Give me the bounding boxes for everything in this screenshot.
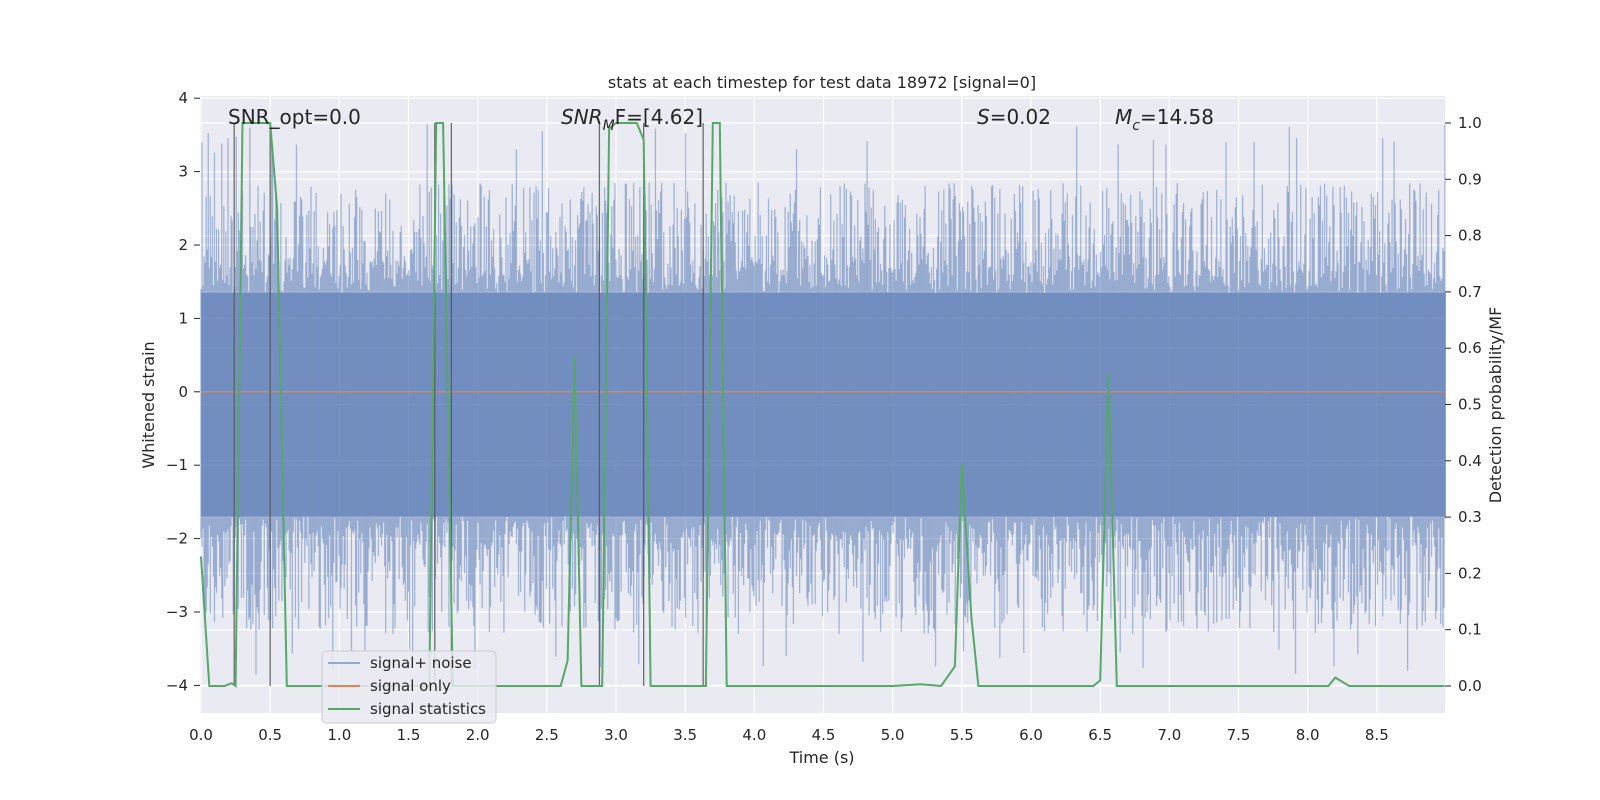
x-tick-label: 6.5	[1088, 726, 1112, 744]
legend-label-noise: signal+ noise	[370, 654, 472, 672]
x-tick-label: 8.0	[1296, 726, 1320, 744]
y2-tick-label: 0.9	[1458, 170, 1482, 188]
x-tick-label: 3.5	[673, 726, 697, 744]
s-symbol: S	[977, 105, 990, 129]
x-tick-label: 2.5	[535, 726, 559, 744]
s-value: =0.02	[990, 105, 1051, 129]
y-tick-label: 3	[178, 163, 188, 181]
y2-axis-ticks: 1.0 0.9 0.8 0.7 0.6 0.5 0.4 0.3 0.2 0.1 0.0	[1445, 114, 1482, 695]
y2-tick-label: 1.0	[1458, 114, 1482, 132]
x-axis-label: Time (s)	[788, 748, 854, 767]
annotation-s: S=0.02	[977, 105, 1051, 129]
y-tick-label: 1	[178, 309, 188, 327]
x-tick-label: 0.0	[189, 726, 213, 744]
x-tick-label: 1.5	[397, 726, 421, 744]
x-tick-label: 0.5	[258, 726, 282, 744]
y2-axis-label: Detection probability/MF	[1486, 307, 1505, 504]
snr-mf-subscript: M	[603, 118, 615, 134]
mc-subscript: c	[1132, 118, 1140, 134]
chart-title: stats at each timestep for test data 189…	[608, 73, 1036, 92]
x-tick-label: 5.0	[881, 726, 905, 744]
mc-symbol: M	[1115, 105, 1132, 129]
y2-tick-label: 0.4	[1458, 452, 1482, 470]
annotation-snr-opt: SNR_opt=0.0	[228, 105, 361, 129]
y2-tick-label: 0.2	[1458, 564, 1482, 582]
y-tick-label: −4	[166, 676, 188, 694]
legend-box	[321, 650, 497, 724]
y2-tick-label: 0.0	[1458, 677, 1482, 695]
y-axis-ticks: 4 3 2 1 0 −1 −2 −3 −4	[166, 89, 200, 694]
x-tick-label: 8.5	[1365, 726, 1389, 744]
noise-envelope	[201, 292, 1446, 517]
y-tick-label: −3	[166, 603, 188, 621]
annotation-mc: Mc=14.58	[1115, 105, 1214, 134]
annotation-snr-mf: SNRMF=[4.62]	[561, 105, 703, 134]
legend: signal+ noise signal only signal statist…	[321, 650, 497, 724]
x-tick-label: 1.0	[327, 726, 351, 744]
y2-tick-label: 0.5	[1458, 396, 1482, 414]
y2-tick-label: 0.7	[1458, 283, 1482, 301]
x-axis-ticks: 0.0 0.5 1.0 1.5 2.0 2.5 3.0 3.5 4.0 4.5 5.0 5.5 6.0 6…	[189, 726, 1389, 744]
x-tick-label: 3.0	[604, 726, 628, 744]
mc-value: =14.58	[1140, 105, 1214, 129]
x-tick-label: 4.5	[812, 726, 836, 744]
x-tick-label: 4.0	[742, 726, 766, 744]
x-tick-label: 6.0	[1019, 726, 1043, 744]
y-tick-label: 4	[178, 89, 188, 107]
y2-tick-label: 0.3	[1458, 508, 1482, 526]
legend-label-stats: signal statistics	[370, 700, 486, 718]
y2-tick-label: 0.8	[1458, 227, 1482, 245]
y-tick-label: 0	[178, 383, 188, 401]
x-tick-label: 5.5	[950, 726, 974, 744]
y-tick-label: −1	[166, 456, 188, 474]
y2-tick-label: 0.6	[1458, 339, 1482, 357]
snr-mf-value: F=[4.62]	[615, 105, 703, 129]
y-axis-label: Whitened strain	[139, 341, 158, 468]
x-tick-label: 2.0	[466, 726, 490, 744]
y-tick-label: 2	[178, 236, 188, 254]
y-tick-label: −2	[166, 530, 188, 548]
x-tick-label: 7.0	[1157, 726, 1181, 744]
signal-noise-series	[200, 124, 1446, 675]
x-tick-label: 7.5	[1227, 726, 1251, 744]
snr-mf-symbol: SNR	[561, 105, 603, 129]
y2-tick-label: 0.1	[1458, 621, 1482, 639]
legend-label-signal: signal only	[370, 677, 451, 695]
